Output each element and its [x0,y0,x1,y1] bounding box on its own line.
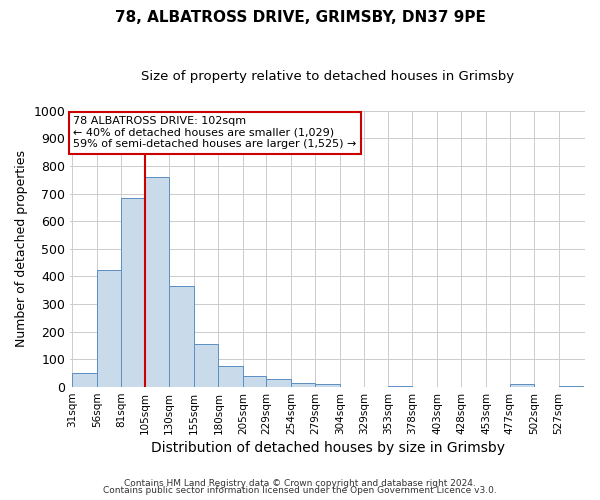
Bar [243,376,266,387]
Bar [194,344,218,387]
Bar [169,286,194,387]
Text: Contains public sector information licensed under the Open Government Licence v3: Contains public sector information licen… [103,486,497,495]
Bar [97,270,121,387]
Bar [72,373,97,387]
Text: Contains HM Land Registry data © Crown copyright and database right 2024.: Contains HM Land Registry data © Crown c… [124,478,476,488]
Bar [145,177,169,387]
Bar [218,366,243,387]
Bar [316,384,340,387]
Text: 78 ALBATROSS DRIVE: 102sqm
← 40% of detached houses are smaller (1,029)
59% of s: 78 ALBATROSS DRIVE: 102sqm ← 40% of deta… [73,116,356,150]
Bar [291,383,316,387]
Bar [559,386,583,387]
Bar [388,386,412,387]
Title: Size of property relative to detached houses in Grimsby: Size of property relative to detached ho… [141,70,514,83]
Bar [121,198,145,387]
Y-axis label: Number of detached properties: Number of detached properties [15,150,28,348]
Text: 78, ALBATROSS DRIVE, GRIMSBY, DN37 9PE: 78, ALBATROSS DRIVE, GRIMSBY, DN37 9PE [115,10,485,25]
Bar [266,379,291,387]
X-axis label: Distribution of detached houses by size in Grimsby: Distribution of detached houses by size … [151,441,505,455]
Bar [509,384,534,387]
